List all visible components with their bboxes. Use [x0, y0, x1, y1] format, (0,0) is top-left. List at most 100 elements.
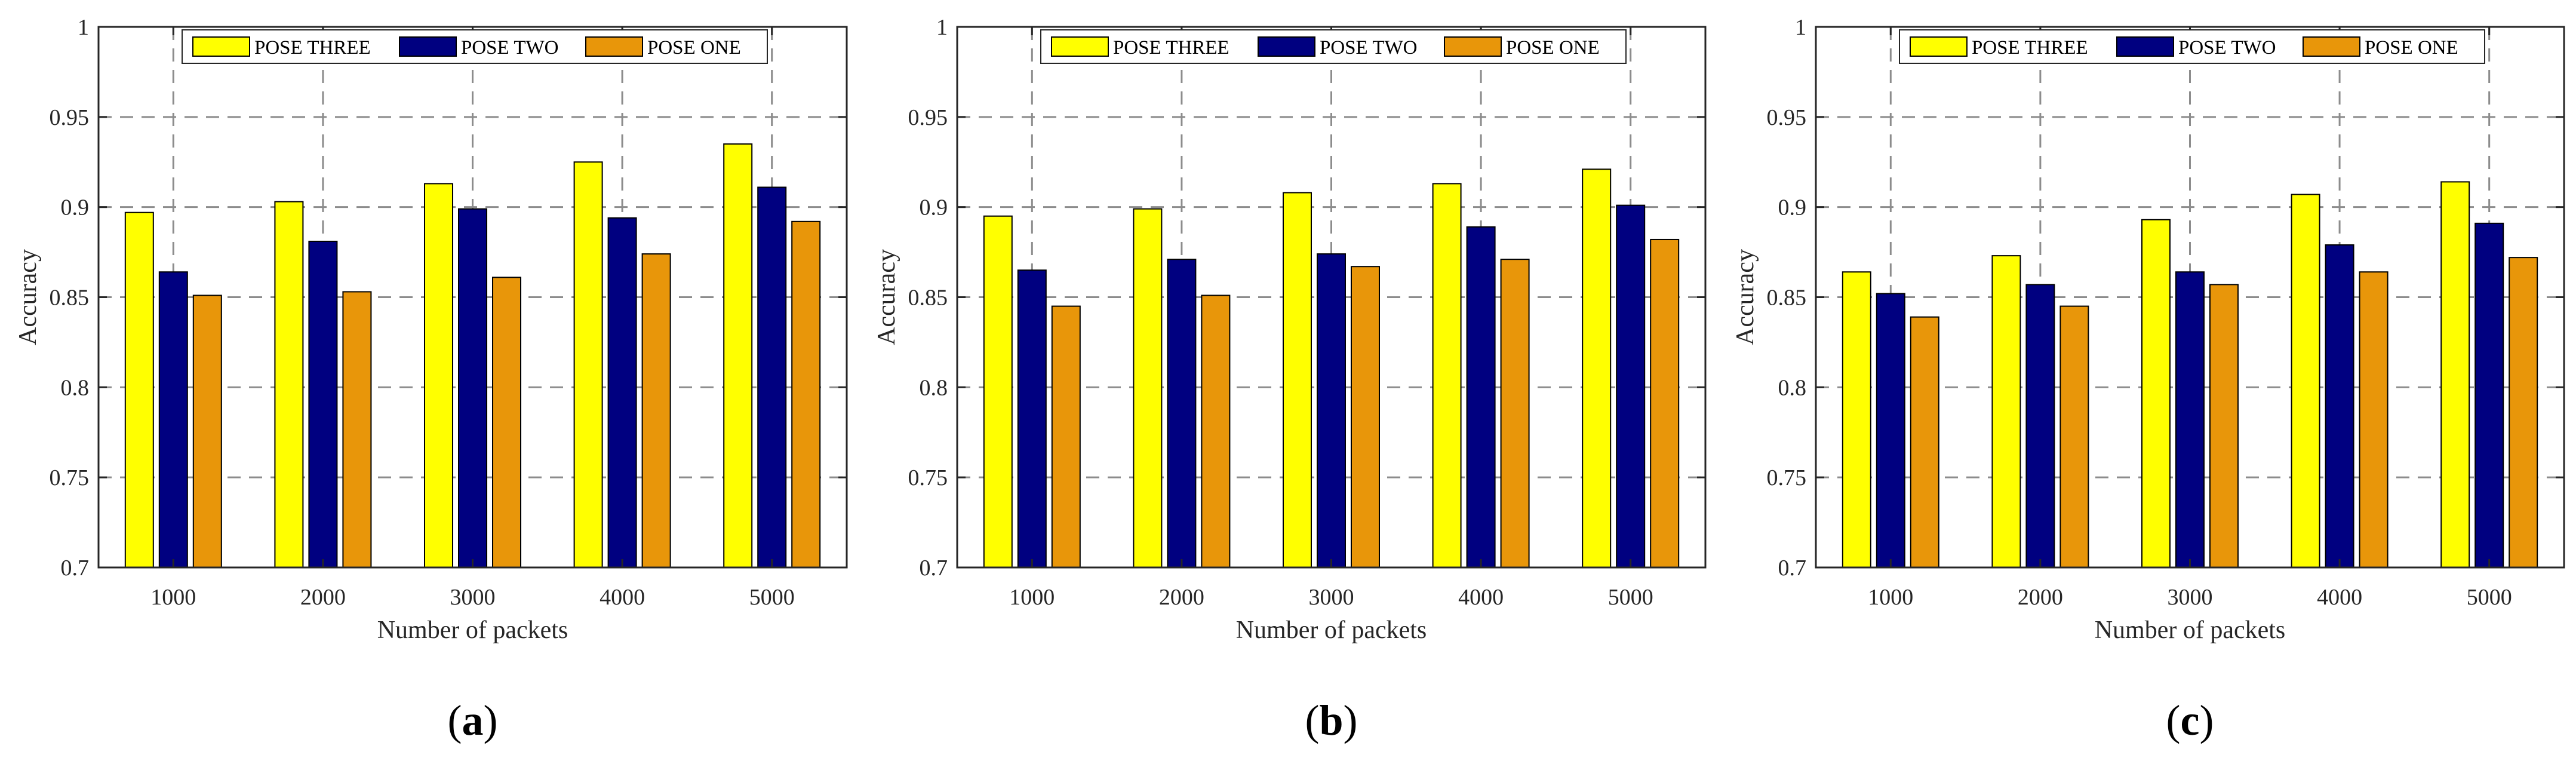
bar-pose-two-3000: [1317, 253, 1346, 569]
legend-swatch-pose-two: [2116, 36, 2174, 57]
y-tick-label: 0.9: [920, 195, 948, 220]
bar-pose-one-5000: [1650, 238, 1680, 568]
caption-open: (: [1305, 697, 1319, 744]
bar-pose-two-3000: [2175, 271, 2205, 568]
bar-pose-two-4000: [1466, 226, 1496, 569]
bar-pose-three-3000: [1283, 192, 1312, 568]
bar-pose-one-4000: [1500, 259, 1530, 568]
legend-swatch-pose-one: [585, 36, 643, 57]
y-axis-label: Accuracy: [14, 249, 42, 345]
legend-swatch-pose-two: [399, 36, 457, 57]
bar-pose-two-2000: [308, 240, 338, 568]
legend-swatch-pose-three: [1051, 36, 1109, 57]
bar-pose-one-3000: [1351, 266, 1380, 568]
x-tick-label: 3000: [450, 585, 496, 610]
chart-panel-b: 0.7 0.75 0.8 0.85 0.9 0.95 1 1000 2000 3000 4000 50…: [859, 0, 1717, 764]
bar-pose-two-4000: [2325, 244, 2354, 568]
chart-panel-c: 0.7 0.75 0.8 0.85 0.9 0.95 1 1000 2000 3000 4000 50…: [1717, 0, 2576, 764]
bar-pose-one-3000: [492, 277, 521, 568]
bar-pose-three-2000: [274, 201, 304, 569]
bar-pose-two-3000: [458, 208, 487, 568]
legend-swatch-pose-two: [1258, 36, 1315, 57]
legend-label-pose-one: POSE ONE: [2365, 37, 2458, 59]
y-tick-label: 0.7: [61, 556, 90, 581]
bar-pose-three-5000: [723, 143, 753, 569]
bar-pose-three-1000: [124, 211, 154, 568]
y-tick-label: 1: [936, 15, 948, 40]
bar-pose-one-5000: [791, 220, 821, 568]
caption: (a): [448, 697, 498, 744]
bar-pose-two-5000: [2474, 222, 2504, 569]
caption-letter: c: [2181, 697, 2200, 744]
bar-pose-three-5000: [1582, 168, 1612, 569]
legend-swatch-pose-three: [1910, 36, 1968, 57]
bar-pose-two-4000: [607, 217, 637, 568]
y-tick-label: 0.7: [1778, 556, 1807, 581]
y-tick-label: 0.8: [920, 375, 948, 400]
y-tick-label: 0.75: [908, 465, 948, 490]
y-tick-label: 0.8: [1778, 375, 1807, 400]
x-tick-label: 1000: [1009, 585, 1055, 610]
bar-pose-three-2000: [1991, 255, 2021, 569]
chart-panel-a: 0.7 0.75 0.8 0.85 0.9 0.95 1 1000 2000 3000 4000 50…: [0, 0, 859, 764]
bar-pose-two-1000: [1876, 293, 1905, 568]
x-tick-label: 4000: [1458, 585, 1504, 610]
bar-pose-two-1000: [1017, 269, 1047, 568]
caption-letter: b: [1319, 697, 1343, 744]
y-tick-label: 0.85: [908, 286, 948, 311]
bar-pose-three-2000: [1133, 208, 1163, 568]
caption-close: ): [2199, 697, 2214, 744]
legend-label-pose-one: POSE ONE: [647, 37, 741, 59]
bar-pose-two-2000: [1167, 259, 1197, 568]
bar-pose-one-2000: [2059, 305, 2089, 568]
x-tick-label: 3000: [1309, 585, 1354, 610]
legend: [1899, 29, 2485, 64]
bar-pose-one-4000: [641, 253, 671, 569]
x-tick-label: 3000: [2168, 585, 2213, 610]
bar-chart-a: 0.7 0.75 0.8 0.85 0.9 0.95 1 1000 2000 3000 4000 50…: [14, 15, 848, 744]
y-tick-label: 0.8: [61, 375, 90, 400]
y-axis-label: Accuracy: [1732, 249, 1759, 345]
y-tick-label: 0.75: [50, 465, 90, 490]
bar-pose-three-4000: [573, 161, 603, 568]
bar-pose-three-3000: [424, 183, 453, 568]
x-tick-label: 1000: [1868, 585, 1913, 610]
bar-pose-three-1000: [1842, 271, 1871, 568]
caption-close: ): [484, 697, 498, 744]
legend-label-pose-two: POSE TWO: [461, 37, 559, 59]
caption: (c): [2166, 697, 2214, 744]
bar-pose-one-1000: [192, 294, 222, 568]
x-tick-label: 2000: [1159, 585, 1204, 610]
caption: (b): [1305, 697, 1357, 744]
bar-pose-one-1000: [1910, 316, 1939, 569]
legend-swatch-pose-one: [1444, 36, 1502, 57]
y-axis-label: Accuracy: [873, 249, 900, 345]
x-axis-label: Number of packets: [1236, 616, 1427, 644]
bar-pose-two-1000: [158, 271, 188, 568]
y-tick-label: 0.95: [50, 105, 90, 130]
bar-pose-two-5000: [1616, 204, 1646, 568]
bar-pose-three-4000: [2291, 194, 2320, 568]
caption-close: ): [1344, 697, 1358, 744]
legend-swatch-pose-three: [192, 36, 250, 57]
x-tick-label: 5000: [749, 585, 795, 610]
caption-open: (: [448, 697, 462, 744]
y-tick-label: 1: [1795, 15, 1806, 40]
y-tick-label: 0.9: [1778, 195, 1807, 220]
y-tick-label: 0.75: [1767, 465, 1807, 490]
legend-label-pose-two: POSE TWO: [1320, 37, 1418, 59]
bar-pose-one-2000: [342, 291, 372, 568]
y-tick-label: 1: [78, 15, 89, 40]
legend-label-pose-three: POSE THREE: [1113, 37, 1229, 59]
x-tick-label: 5000: [1608, 585, 1653, 610]
legend-swatch-pose-one: [2303, 36, 2360, 57]
y-tick-label: 0.85: [1767, 286, 1807, 311]
bar-pose-three-1000: [983, 215, 1013, 568]
bar-pose-one-5000: [2509, 257, 2538, 568]
legend: [1040, 29, 1627, 64]
caption-letter: a: [462, 697, 484, 744]
x-tick-label: 2000: [2018, 585, 2063, 610]
legend-label-pose-two: POSE TWO: [2178, 37, 2276, 59]
legend: [182, 29, 768, 64]
x-axis-label: Number of packets: [2095, 616, 2286, 644]
